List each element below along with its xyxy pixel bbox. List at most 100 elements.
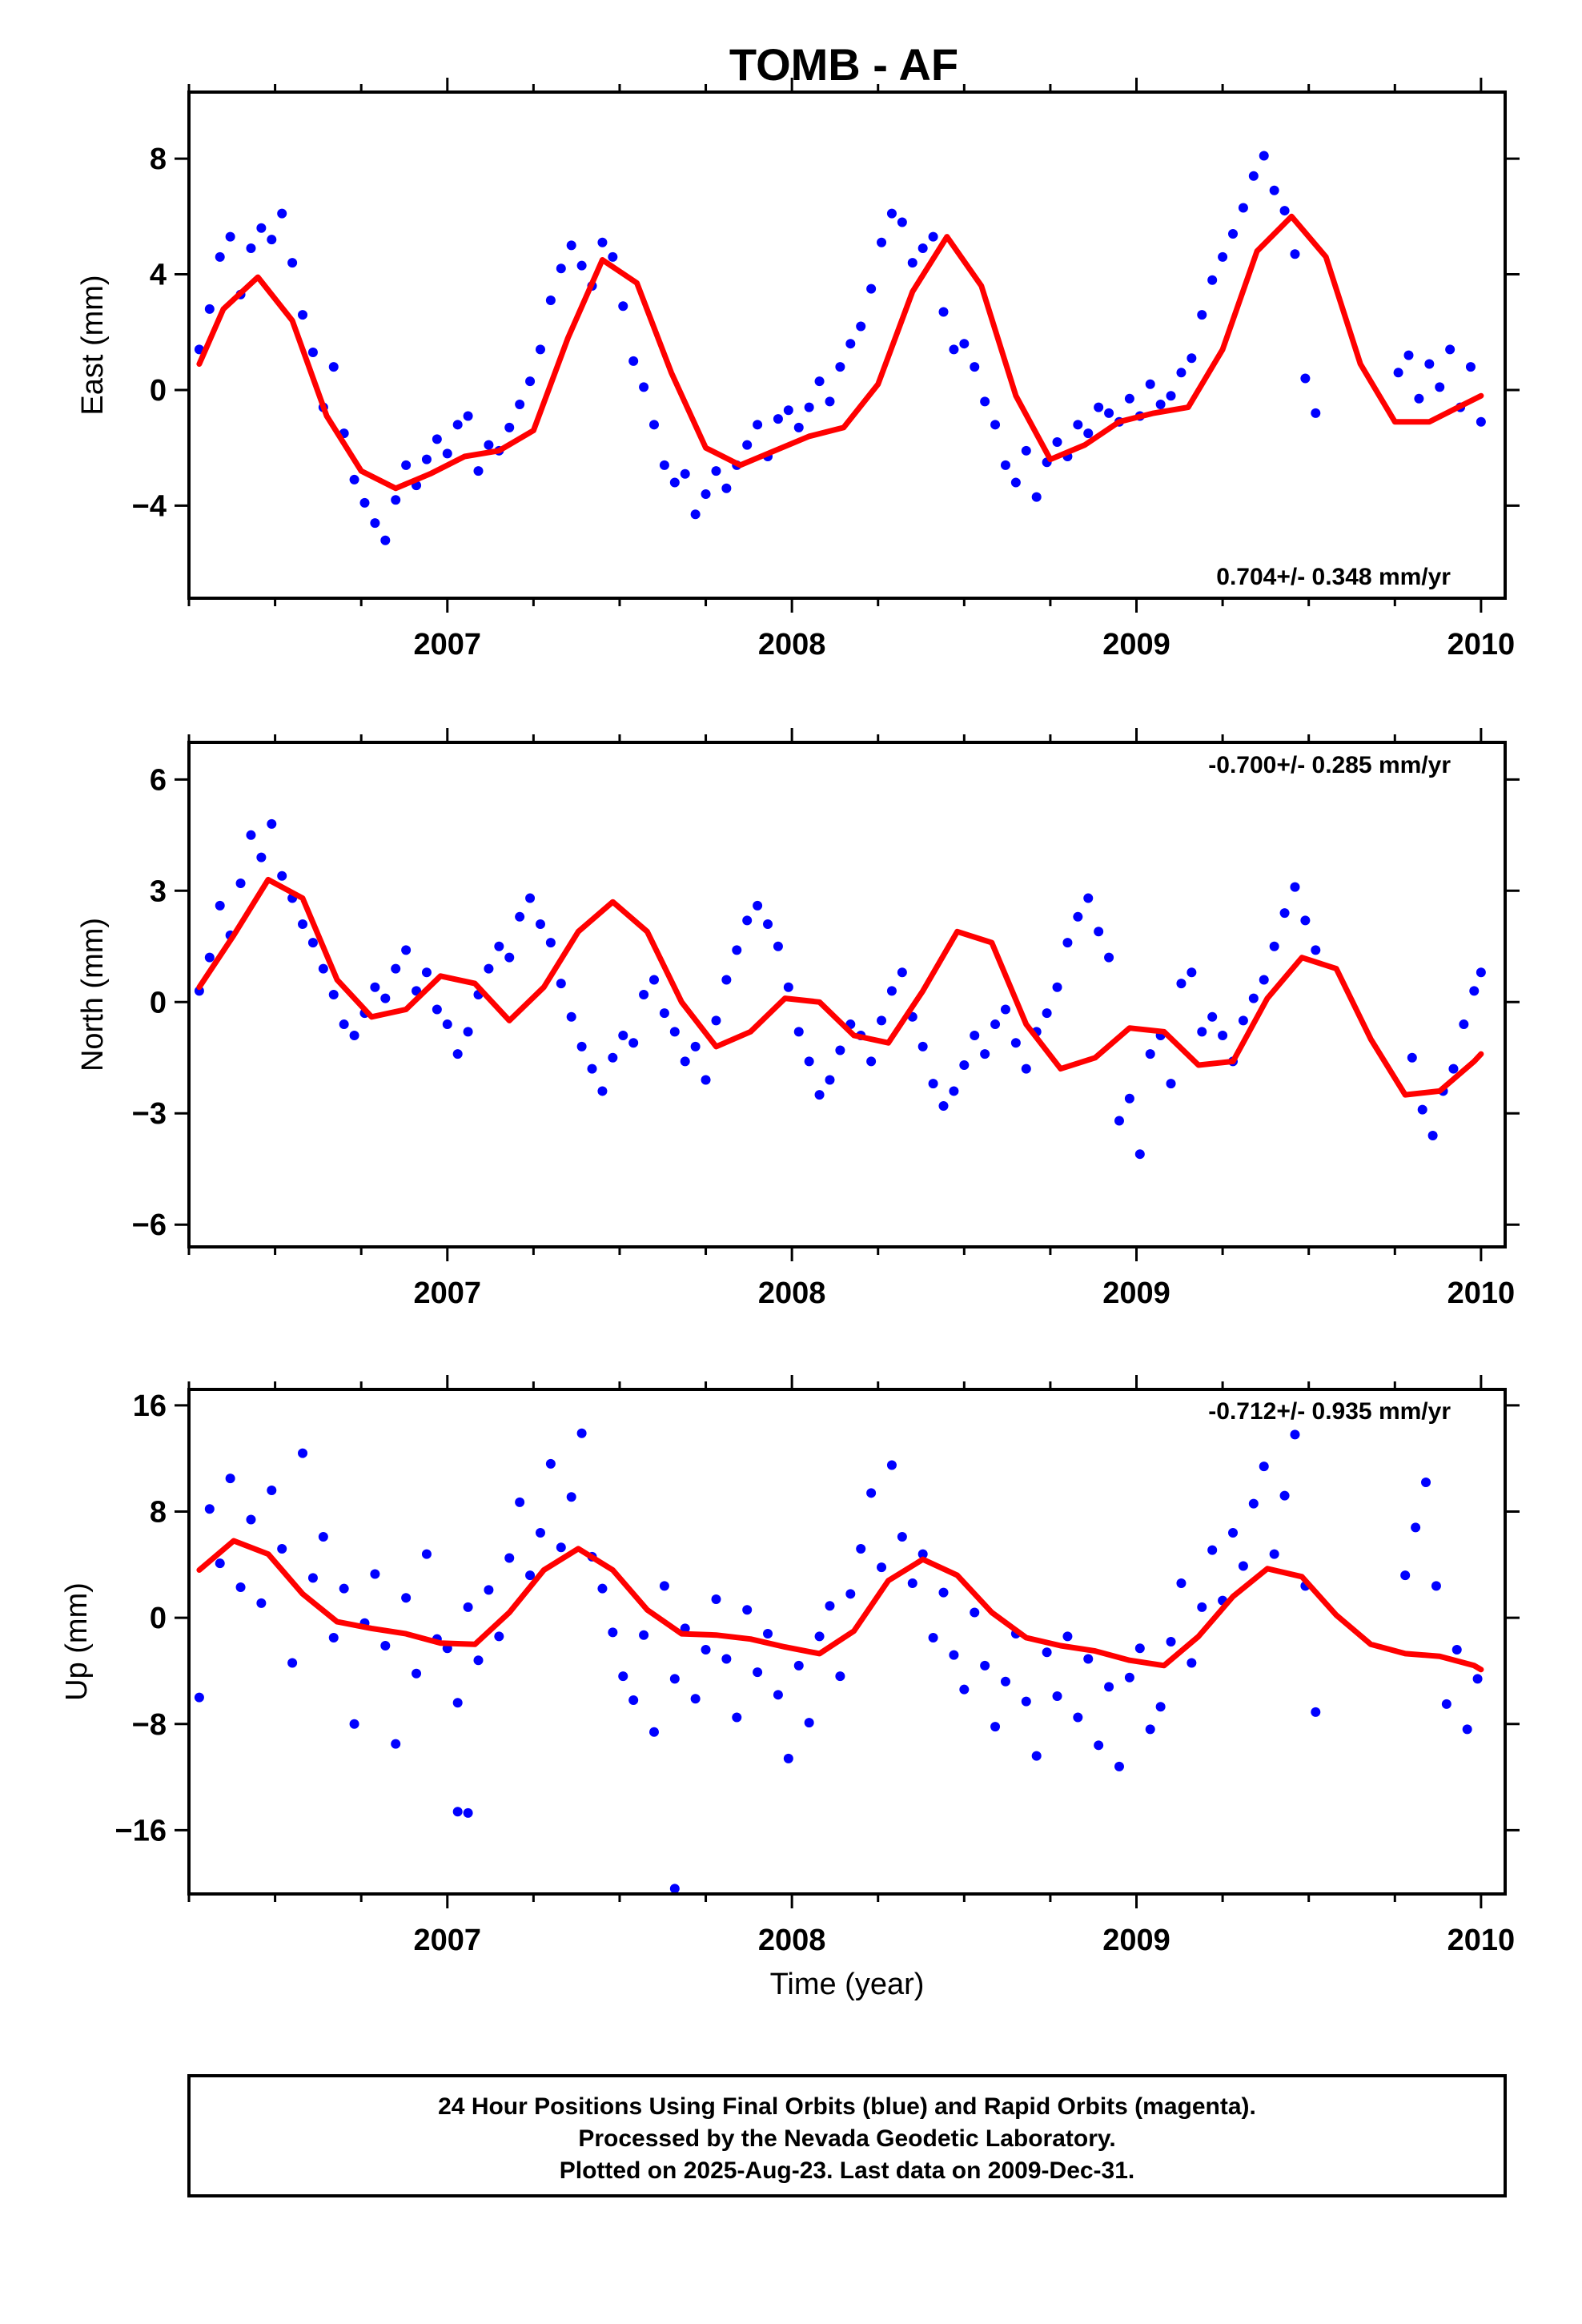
north-data-point: [307, 938, 318, 948]
east-data-point: [886, 208, 897, 219]
up-data-point: [452, 1807, 463, 1817]
east-data-point: [556, 263, 566, 274]
up-x-tick-label: 2008: [758, 1924, 826, 1957]
up-data-point: [204, 1504, 215, 1514]
up-data-point: [267, 1486, 277, 1495]
east-data-point: [877, 237, 887, 247]
east-data-point: [917, 243, 928, 254]
up-y-axis-label: Up (mm): [60, 1582, 94, 1701]
north-marks: [194, 818, 1486, 1160]
north-data-point: [370, 982, 380, 992]
north-data-point: [970, 1030, 980, 1040]
north-data-point: [380, 993, 391, 1003]
up-data-point: [1104, 1682, 1114, 1692]
north-data-point: [814, 1090, 825, 1100]
north-data-point: [1469, 986, 1480, 996]
east-data-point: [256, 223, 267, 233]
east-data-point: [1052, 436, 1062, 447]
north-data-point: [1062, 938, 1073, 948]
up-data-point: [648, 1727, 659, 1737]
east-data-point: [1228, 228, 1239, 239]
north-data-point: [339, 1019, 349, 1030]
north-data-point: [1448, 1063, 1459, 1074]
east-data-point: [907, 258, 917, 268]
up-data-point: [928, 1633, 938, 1643]
east-y-axis-label: East (mm): [76, 275, 110, 415]
up-data-point: [856, 1543, 866, 1554]
up-data-point: [949, 1650, 959, 1660]
panel-east: 2007 2008 2009 2010 8 4 0 −4 East (mm) 0.704+/-…: [76, 78, 1520, 661]
up-data-point: [753, 1667, 763, 1678]
north-data-point: [980, 1049, 990, 1059]
north-data-point: [1000, 1004, 1010, 1015]
north-data-point: [628, 1038, 639, 1048]
up-data-point: [401, 1593, 412, 1603]
east-model-curve: [196, 213, 1484, 492]
north-data-point: [349, 1030, 359, 1040]
north-data-point: [701, 1075, 711, 1085]
east-data-point: [990, 420, 1001, 430]
east-data-point: [1010, 477, 1021, 488]
east-y-tick-label: 8: [150, 143, 167, 176]
north-data-point: [886, 986, 897, 996]
east-data-point: [525, 376, 536, 387]
north-data-point: [928, 1079, 938, 1089]
north-x-tick-label: 2009: [1102, 1277, 1170, 1310]
east-data-point: [1435, 382, 1445, 392]
east-data-point: [835, 362, 845, 372]
up-data-point: [235, 1582, 246, 1593]
footer-line-2: Processed by the Nevada Geodetic Laborat…: [578, 2125, 1115, 2152]
north-data-point: [742, 915, 753, 926]
north-data-point: [721, 975, 732, 985]
east-data-point: [515, 400, 525, 410]
up-data-point: [1155, 1702, 1166, 1712]
up-data-point: [866, 1488, 877, 1498]
east-data-point: [287, 258, 298, 268]
north-data-point: [1021, 1063, 1031, 1074]
north-data-point: [1259, 975, 1269, 985]
up-data-point: [990, 1722, 1001, 1732]
up-data-point: [1431, 1581, 1441, 1591]
north-data-point: [1300, 915, 1311, 926]
east-data-point: [1073, 420, 1083, 430]
up-data-point: [1134, 1643, 1145, 1654]
up-data-point: [287, 1658, 298, 1668]
east-ticks: 2007 2008 2009 2010 8 4 0 −4: [132, 78, 1520, 661]
up-data-point: [701, 1644, 711, 1655]
up-data-point: [639, 1630, 649, 1640]
north-data-point: [990, 1019, 1001, 1030]
east-data-point: [897, 217, 907, 227]
east-data-point: [463, 411, 473, 421]
north-model-curve: [196, 876, 1484, 1098]
east-data-point: [1248, 171, 1259, 181]
north-data-point: [949, 1086, 959, 1096]
up-y-tick-label: 0: [150, 1602, 167, 1635]
north-rate-annotation: -0.700+/- 0.285 mm/yr: [1208, 752, 1451, 778]
east-data-point: [204, 304, 215, 314]
up-data-point: [1238, 1561, 1248, 1571]
east-data-point: [618, 301, 628, 312]
up-data-point: [1269, 1549, 1279, 1559]
east-data-point: [1083, 428, 1094, 439]
north-data-point: [1114, 1116, 1124, 1126]
up-data-point: [1290, 1429, 1300, 1440]
east-data-point: [659, 460, 669, 470]
panel-north: 2007 2008 2009 2010 6 3 0 −3 −6 North (mm) -0.70…: [76, 728, 1520, 1310]
up-data-point: [1052, 1691, 1062, 1701]
up-data-point: [556, 1542, 566, 1553]
east-x-tick-label: 2007: [414, 628, 482, 661]
up-data-point: [783, 1753, 793, 1763]
east-data-point: [566, 240, 576, 251]
north-data-point: [753, 900, 763, 911]
north-x-tick-label: 2007: [414, 1277, 482, 1310]
up-data-point: [277, 1543, 287, 1554]
up-data-point: [298, 1448, 308, 1458]
north-data-point: [763, 919, 773, 929]
north-plot-frame: [187, 741, 1507, 1248]
east-data-point: [432, 434, 442, 444]
up-data-point: [339, 1583, 349, 1594]
up-data-point: [1441, 1699, 1452, 1709]
east-data-point: [949, 344, 959, 355]
north-data-point: [1042, 1008, 1052, 1019]
up-data-point: [597, 1583, 608, 1594]
